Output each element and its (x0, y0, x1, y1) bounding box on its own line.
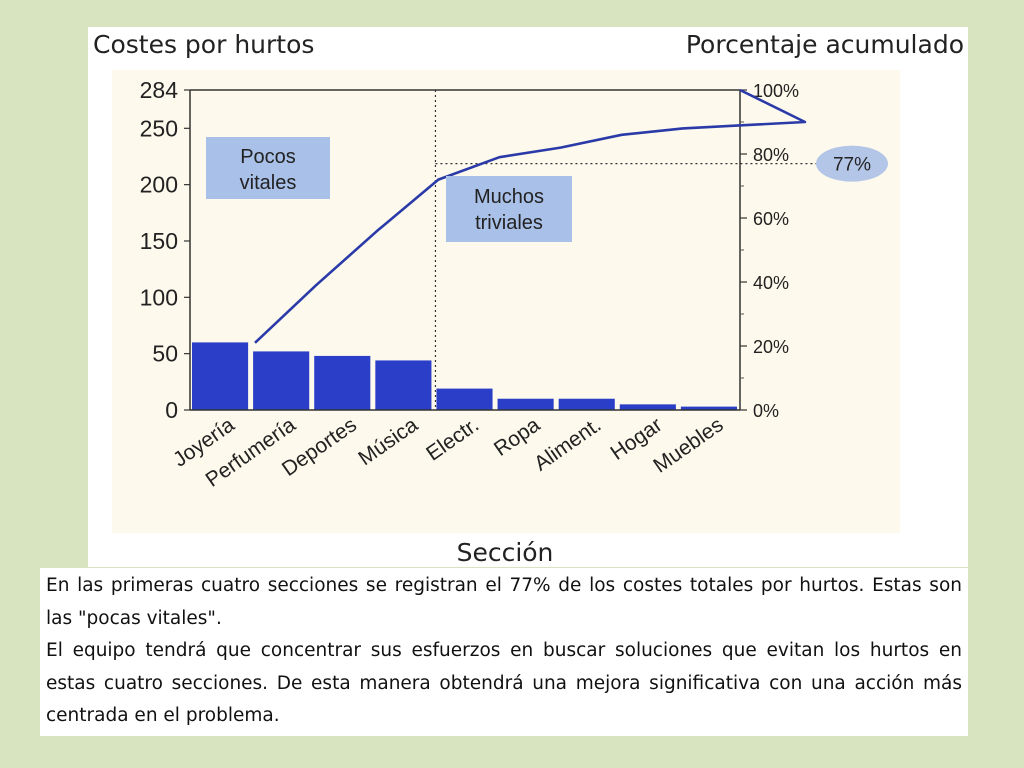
left-tick-label: 284 (140, 77, 179, 103)
explanation-text: En las primeras cuatro secciones se regi… (40, 568, 968, 736)
pocos-vitales-label: Pocos (240, 146, 296, 168)
explanation-paragraph-2: El equipo tendrá que concentrar sus esfu… (46, 640, 962, 726)
pocos-vitales-box (206, 137, 330, 199)
category-label: Música (354, 413, 422, 470)
x-axis-title: Sección (456, 538, 554, 567)
right-tick-label: 80% (753, 145, 789, 165)
right-tick-label: 20% (753, 337, 789, 357)
bar-1 (192, 342, 249, 410)
muchos-triviales-label: Muchos (474, 186, 544, 208)
bar-4 (375, 360, 432, 410)
category-label: Electr. (422, 413, 483, 465)
explanation-paragraph-1: En las primeras cuatro secciones se regi… (46, 575, 962, 629)
bar-7 (558, 398, 615, 410)
right-axis-title: Porcentaje acumulado (685, 30, 964, 59)
right-tick-label: 40% (753, 273, 789, 293)
left-axis-title: Costes por hurtos (93, 30, 315, 59)
cumulative-line (254, 88, 807, 344)
bar-9 (680, 406, 737, 410)
left-tick-label: 100 (140, 284, 178, 310)
bar-6 (497, 398, 554, 410)
right-tick-label: 100% (753, 81, 799, 101)
left-tick-label: 0 (165, 397, 178, 423)
category-label: Muebles (649, 413, 727, 477)
left-tick-label: 200 (140, 172, 178, 198)
muchos-triviales-label: triviales (475, 212, 543, 234)
right-tick-label: 0% (753, 401, 779, 421)
left-tick-label: 150 (140, 228, 178, 254)
left-tick-label: 50 (152, 341, 178, 367)
bar-3 (314, 355, 371, 410)
bar-5 (436, 388, 493, 410)
bar-2 (253, 351, 310, 410)
threshold-badge (816, 145, 888, 182)
threshold-badge-label: 77% (833, 155, 871, 176)
left-tick-label: 250 (140, 115, 178, 141)
muchos-triviales-box (446, 176, 572, 242)
bar-8 (619, 404, 676, 410)
pocos-vitales-label: vitales (240, 172, 297, 194)
category-label: Aliment. (530, 413, 605, 475)
right-tick-label: 60% (753, 209, 789, 229)
